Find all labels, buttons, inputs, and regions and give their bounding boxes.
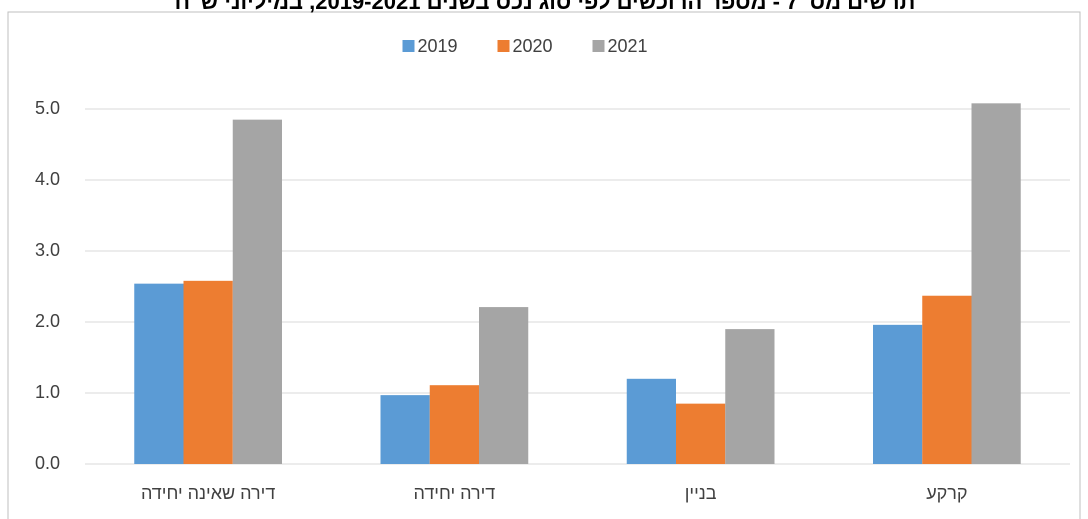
bar xyxy=(429,385,479,464)
bar xyxy=(873,324,923,464)
x-tick-label: בניין xyxy=(685,483,717,503)
y-tick-label: 4.0 xyxy=(35,169,60,189)
y-tick-label: 1.0 xyxy=(35,382,60,402)
y-tick-label: 5.0 xyxy=(35,98,60,118)
legend-label: 2021 xyxy=(608,36,648,56)
x-tick-label: קרקע xyxy=(926,483,967,503)
bar xyxy=(922,295,972,464)
x-tick-label: דירה שאינה יחידה xyxy=(141,483,275,503)
x-tick-label: דירה יחידה xyxy=(413,483,495,503)
y-tick-label: 0.0 xyxy=(35,453,60,473)
bar xyxy=(479,307,529,464)
bar xyxy=(676,403,726,464)
legend-label: 2020 xyxy=(513,36,553,56)
y-tick-label: 2.0 xyxy=(35,311,60,331)
legend-swatch xyxy=(402,40,415,52)
bar xyxy=(380,395,430,464)
bar xyxy=(971,103,1021,464)
legend-swatch xyxy=(592,40,605,52)
chart-title: תרשים מס' 7 - מספר הרוכשים לפי סוג נכס ב… xyxy=(175,0,916,14)
legend-label: 2019 xyxy=(418,36,458,56)
bar xyxy=(626,378,676,464)
bar xyxy=(725,329,775,464)
bar xyxy=(134,283,184,464)
y-tick-label: 3.0 xyxy=(35,240,60,260)
bar xyxy=(183,280,233,464)
bar xyxy=(232,119,282,465)
legend-swatch xyxy=(497,40,510,52)
